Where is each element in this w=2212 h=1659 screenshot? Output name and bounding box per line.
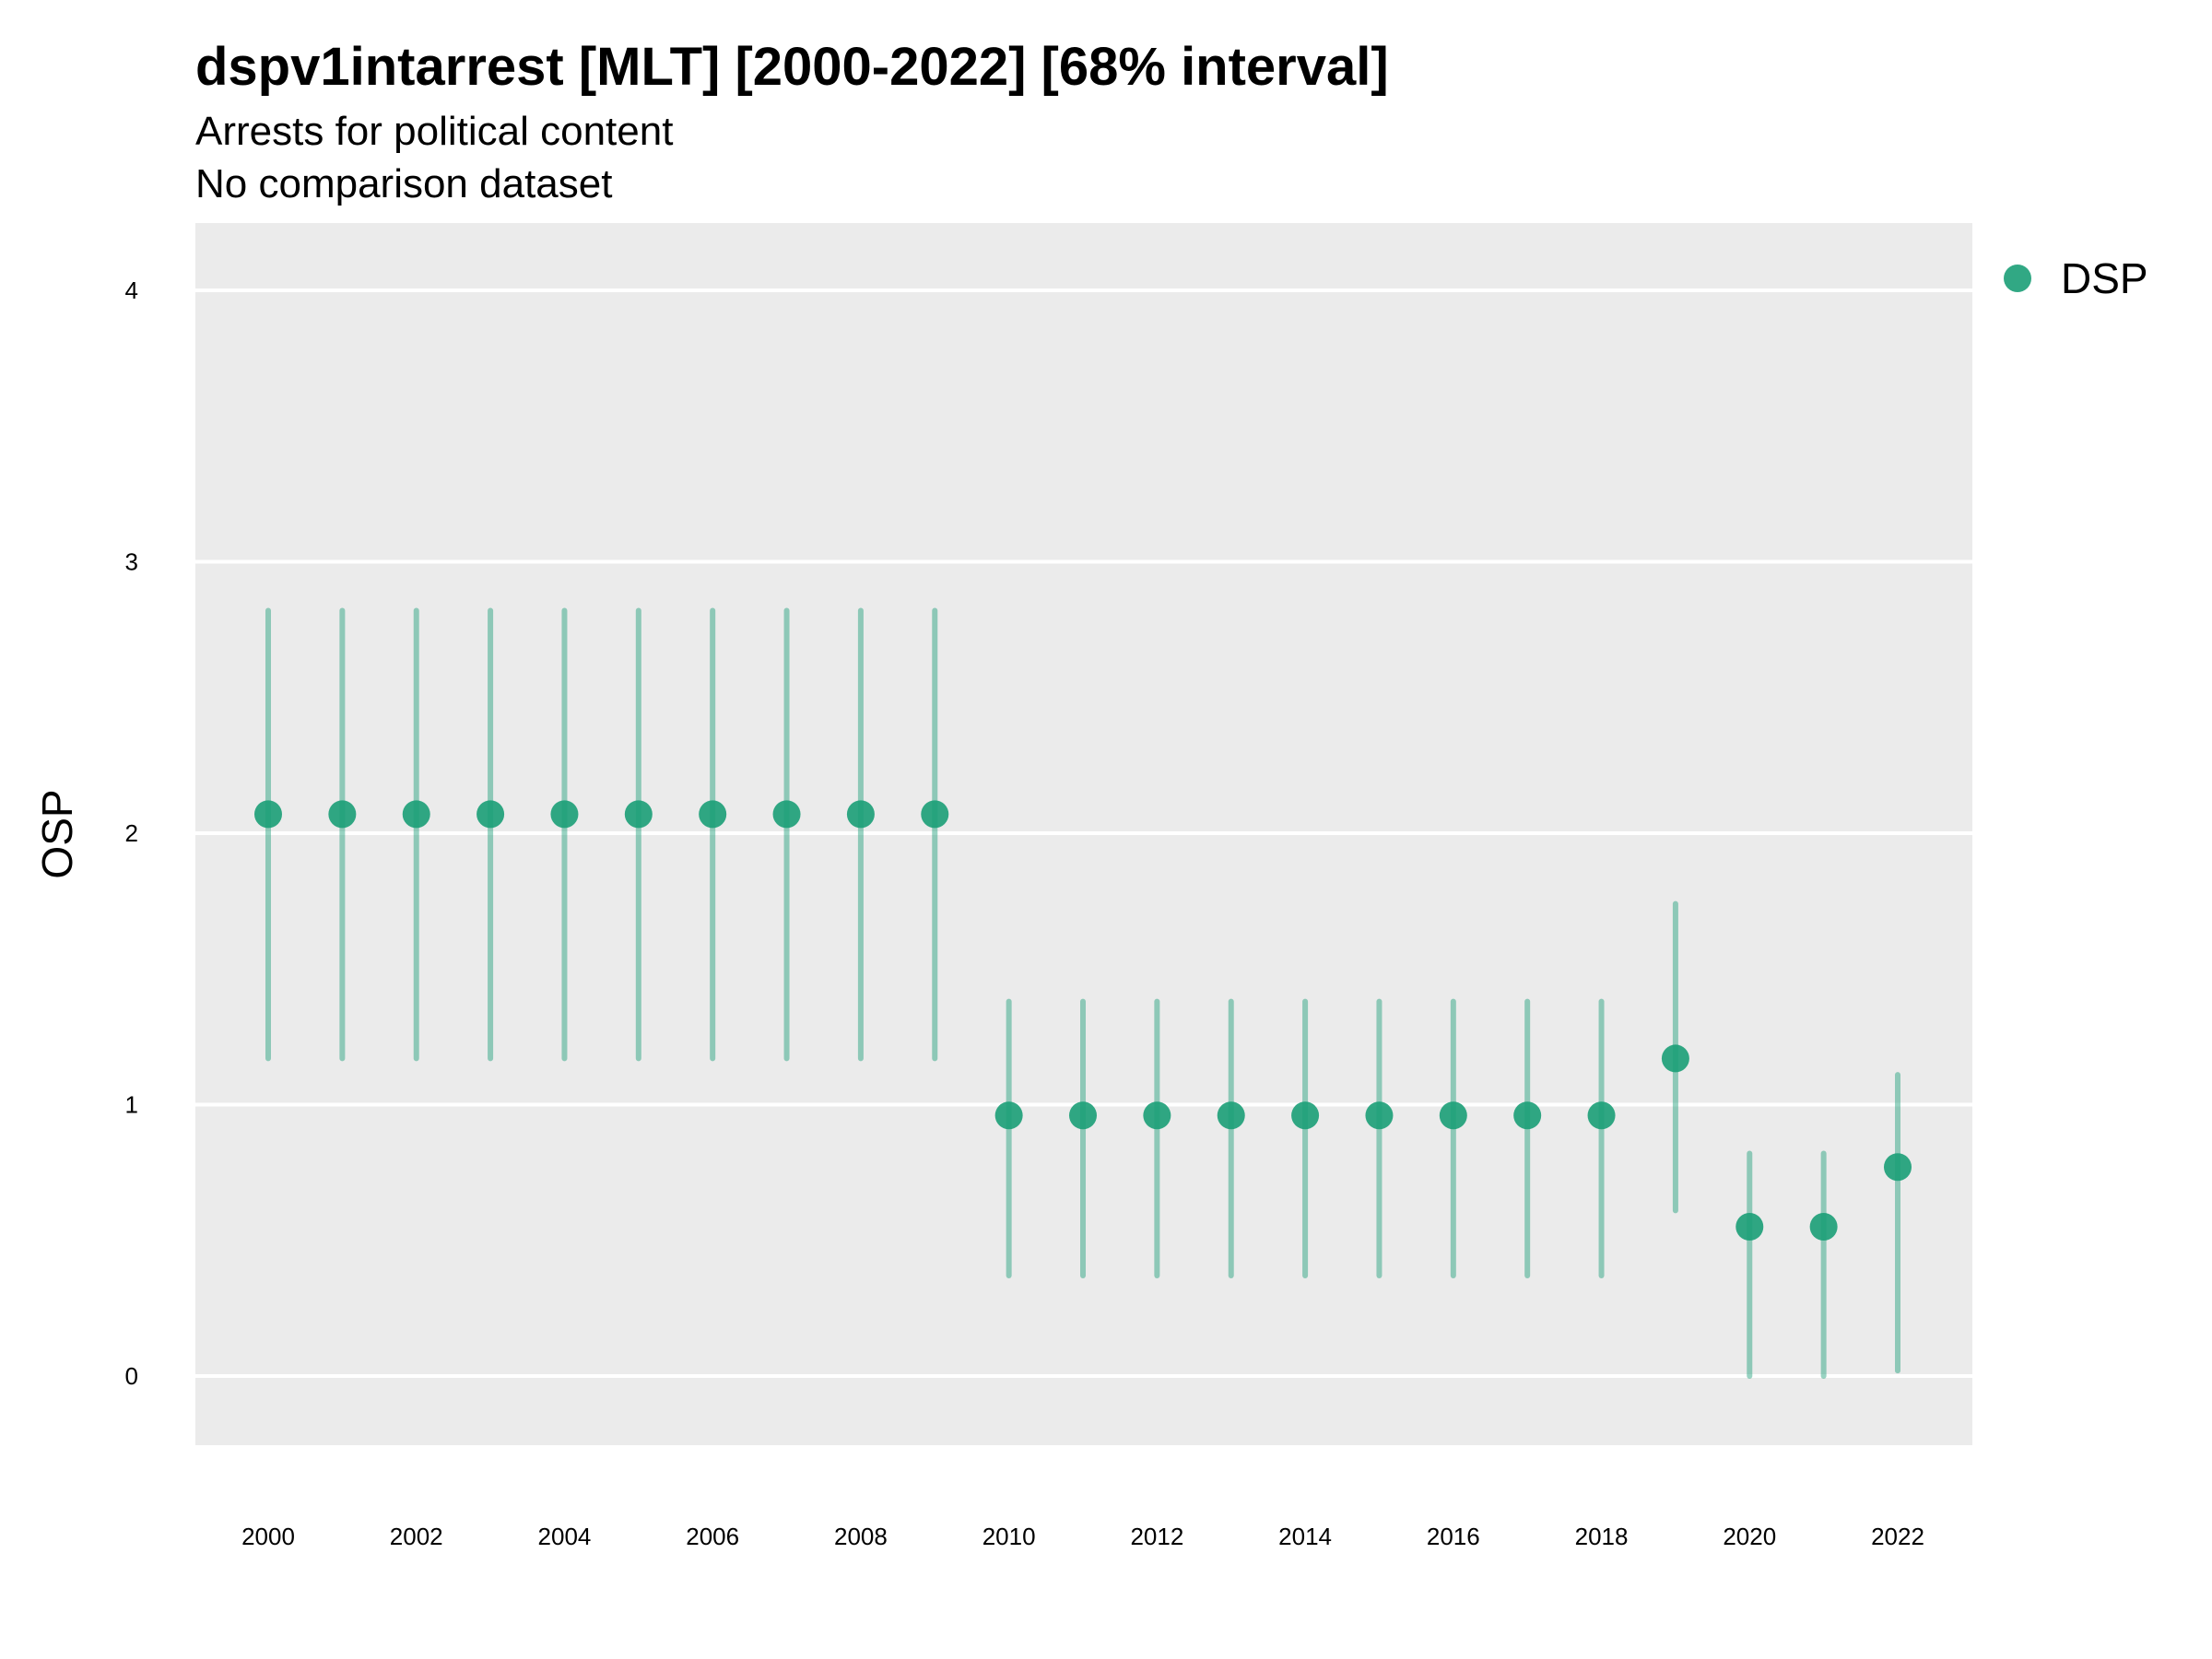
- x-tick-label-2020: 2020: [1723, 1523, 1776, 1550]
- x-tick-label-2010: 2010: [982, 1523, 1036, 1550]
- data-point-2021: [1809, 1213, 1838, 1241]
- data-point-2006: [699, 800, 727, 829]
- x-tick-label-2008: 2008: [834, 1523, 888, 1550]
- data-point-2005: [624, 800, 653, 829]
- x-tick-labels: 2000 2002 2004 2006 2008 2010 2012 2014 2016 2018…: [241, 1523, 1924, 1550]
- chart-subtitle: Arrests for political content: [195, 109, 673, 154]
- legend-label-dsp: DSP: [2061, 254, 2148, 302]
- legend-marker-dsp: [2004, 265, 2031, 292]
- data-point-2009: [921, 800, 949, 829]
- data-point-2007: [772, 800, 801, 829]
- chart-subtitle-2: No comparison dataset: [195, 161, 612, 206]
- chart-title: dspv1intarrest [MLT] [2000-2022] [68% in…: [195, 37, 1389, 97]
- data-point-2019: [1661, 1044, 1689, 1073]
- y-tick-label-0: 0: [125, 1362, 138, 1390]
- data-point-2022: [1884, 1153, 1912, 1182]
- data-point-2013: [1217, 1101, 1245, 1130]
- data-point-2003: [477, 800, 505, 829]
- data-point-2014: [1291, 1101, 1320, 1130]
- y-tick-label-3: 3: [125, 548, 138, 576]
- y-axis-label: OSP: [33, 789, 81, 878]
- data-points: [254, 800, 1912, 1241]
- x-tick-label-2022: 2022: [1871, 1523, 1924, 1550]
- y-tick-labels: 0 1 2 3 4: [125, 276, 138, 1390]
- data-point-2015: [1365, 1101, 1394, 1130]
- data-point-2017: [1513, 1101, 1542, 1130]
- data-point-2012: [1143, 1101, 1171, 1130]
- data-point-2010: [994, 1101, 1023, 1130]
- data-point-2011: [1069, 1101, 1097, 1130]
- legend: DSP: [2004, 254, 2148, 302]
- error-bars: [265, 607, 1900, 1379]
- y-tick-label-2: 2: [125, 819, 138, 847]
- x-tick-label-2014: 2014: [1278, 1523, 1332, 1550]
- x-tick-label-2004: 2004: [538, 1523, 592, 1550]
- data-point-2001: [328, 800, 357, 829]
- y-tick-label-1: 1: [125, 1091, 138, 1119]
- x-tick-label-2002: 2002: [390, 1523, 443, 1550]
- data-point-2020: [1735, 1213, 1764, 1241]
- x-tick-label-2012: 2012: [1130, 1523, 1183, 1550]
- x-tick-label-2000: 2000: [241, 1523, 295, 1550]
- x-tick-label-2006: 2006: [686, 1523, 739, 1550]
- data-point-2016: [1439, 1101, 1467, 1130]
- data-point-2008: [846, 800, 875, 829]
- data-point-2004: [550, 800, 579, 829]
- data-point-2000: [254, 800, 282, 829]
- data-point-2002: [402, 800, 430, 829]
- x-tick-label-2018: 2018: [1575, 1523, 1629, 1550]
- data-point-2018: [1587, 1101, 1616, 1130]
- x-tick-label-2016: 2016: [1427, 1523, 1480, 1550]
- y-tick-label-4: 4: [125, 276, 138, 304]
